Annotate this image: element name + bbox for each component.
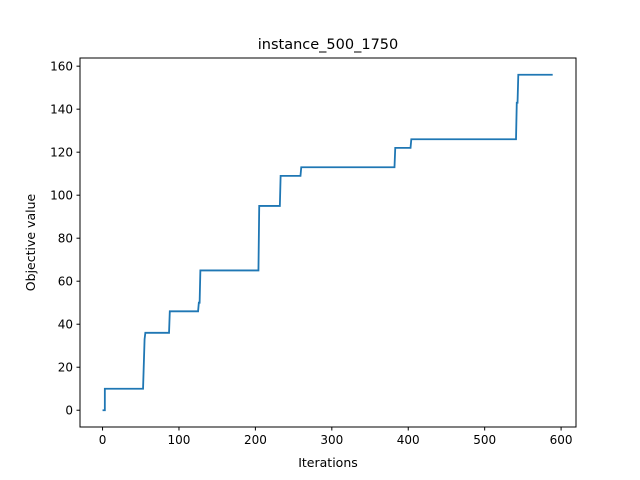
x-tick-label: 200 [244,433,267,447]
y-tick-label: 60 [58,275,73,289]
y-tick-label: 100 [50,188,73,202]
x-tick-label: 600 [550,433,573,447]
y-tick-label: 20 [58,361,73,375]
chart-title: instance_500_1750 [258,37,399,53]
series-layer [102,73,553,412]
y-axis: 0 20 40 60 80 100 120 140 160 [50,59,80,418]
x-axis-label: Iterations [298,455,358,470]
y-tick-label: 160 [50,59,73,73]
x-tick-label: 0 [99,433,107,447]
y-tick-label: 40 [58,318,73,332]
x-tick-label: 400 [397,433,420,447]
x-tick-label: 500 [473,433,496,447]
x-tick-label: 100 [168,433,191,447]
series-line-1 [102,73,553,412]
x-tick-label: 300 [320,433,343,447]
y-axis-label: Objective value [23,193,38,291]
plot-area [79,57,577,428]
y-tick-label: 80 [58,231,73,245]
y-tick-label: 120 [50,145,73,159]
y-tick-label: 140 [50,102,73,116]
plot-frame [79,57,577,428]
y-tick-label: 0 [65,404,73,418]
x-axis: 0 100 200 300 400 500 600 [99,427,573,447]
